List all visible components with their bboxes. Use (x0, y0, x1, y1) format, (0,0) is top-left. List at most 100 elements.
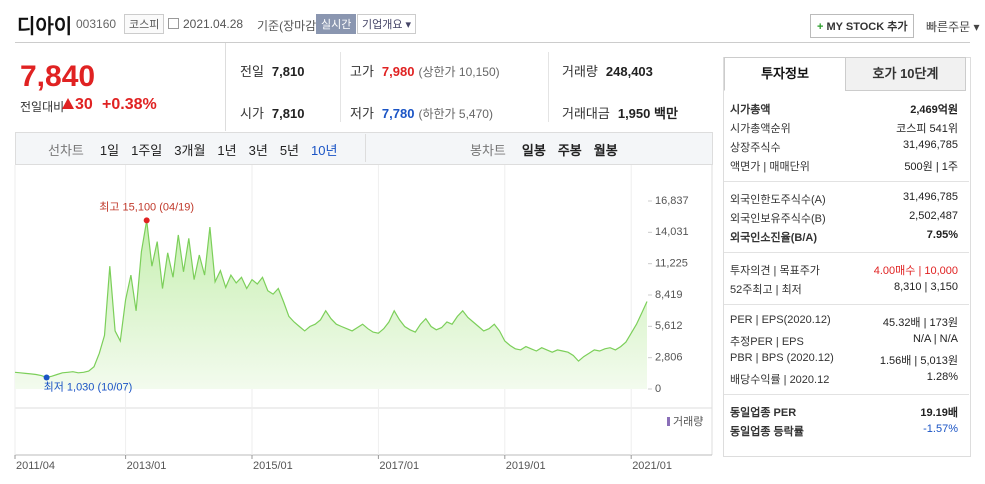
y-tick-label: 11,225 (655, 258, 688, 270)
quote-cell: 전일 7,810 (240, 61, 304, 80)
quick-order-label: 빠른주문 (926, 20, 971, 34)
info-value: 4.00매수 | 10,000 (873, 265, 958, 277)
info-row: 외국인소진율(B/A) 7.95% (730, 229, 958, 248)
info-value: 45.32배 | 173원 (882, 317, 958, 329)
info-row: PER | EPS(2020.12) 45.32배 | 173원 (730, 314, 958, 333)
divider (15, 42, 970, 43)
tab[interactable]: 1년 (217, 143, 237, 158)
low-marker (43, 374, 50, 381)
divider (724, 252, 969, 253)
info-row: 추정PER | EPS N/A | N/A (730, 333, 958, 352)
change: 30 (75, 96, 93, 113)
info-label: PBR | BPS (2020.12) (730, 352, 834, 364)
divider (724, 394, 969, 395)
overview-dropdown[interactable]: 기업개요 ▾ (357, 14, 417, 34)
realtime-button[interactable]: 실시간 (316, 14, 357, 34)
chart-tabs (15, 132, 713, 165)
tab[interactable]: 3개월 (174, 143, 206, 158)
high-marker (143, 217, 150, 224)
stock-name: 디아이 (17, 16, 73, 38)
info-row: 투자의견 | 목표주가 4.00매수 | 10,000 (730, 262, 958, 281)
info-row: 시가총액 2,469억원 (730, 101, 958, 120)
quote-value: 1,950 백만 (617, 106, 678, 121)
y-tick-label: 16,837 (655, 195, 689, 207)
quote-basis: 기준(장마감) (257, 19, 321, 33)
divider (724, 181, 969, 182)
info-row: 외국인한도주식수(A) 31,496,785 (730, 191, 958, 210)
price-chart: 거래량 2011/04 2013/01 2015/01 2017/01 2019/01 2… (14, 165, 713, 472)
tab-group-label: 봉차트 (470, 143, 506, 158)
divider (724, 304, 969, 305)
info-value: 2,502,487 (909, 210, 958, 222)
info-value: 19.19배 (920, 407, 958, 419)
info-label: 동일업종 PER (730, 407, 797, 419)
y-tick-label: 2,806 (655, 352, 683, 364)
quote-date: 2021.04.28 (183, 17, 244, 31)
y-tick-label: 14,031 (655, 226, 689, 238)
change-percent: +0.38% (102, 96, 157, 113)
line-chart-tabs: 선차트 1일 1주일 3개월 1년 3년 5년 10년 (48, 140, 337, 159)
quote-value: 7,810 (271, 64, 305, 79)
panel-tab[interactable]: 투자정보 (724, 57, 846, 91)
tab[interactable]: 3년 (248, 143, 268, 158)
info-row: 동일업종 등락률 -1.57% (730, 423, 958, 442)
quote-value: 248,403 (605, 64, 653, 79)
quote-label: 저가 (350, 106, 374, 121)
mystock-button[interactable]: + MY STOCK 추가 (810, 14, 915, 38)
quote-cell: 시가 7,810 (240, 103, 304, 122)
info-label: 동일업종 등락률 (730, 426, 804, 438)
volume-legend-swatch (667, 417, 670, 426)
divider (340, 52, 341, 122)
quote-note: (하한가 5,470) (418, 107, 493, 121)
x-tick-label: 2021/01 (632, 460, 672, 472)
info-row: 배당수익률 | 2020.12 1.28% (730, 371, 958, 390)
tab[interactable]: 10년 (311, 143, 338, 158)
quote-cell: 거래량 248,403 (562, 61, 653, 80)
info-value: 7.95% (926, 229, 958, 241)
info-label: 추정PER | EPS (730, 336, 804, 348)
quote-label: 고가 (350, 64, 374, 79)
info-row: 외국인보유주식수(B) 2,502,487 (730, 210, 958, 229)
info-row: PBR | BPS (2020.12) 1.56배 | 5,013원 (730, 352, 958, 371)
quick-order[interactable]: 빠른주문 ▾ (926, 20, 980, 34)
tab[interactable]: 1주일 (131, 143, 163, 158)
calendar-icon (168, 18, 179, 29)
info-label: 투자의견 | 목표주가 (730, 265, 820, 277)
up-arrow (62, 98, 74, 109)
panel-tab[interactable]: 호가 10단계 (845, 57, 966, 91)
mystock-label: MY STOCK 추가 (826, 21, 908, 33)
y-tick-label: 8,419 (655, 289, 683, 301)
info-label: 액면가 | 매매단위 (730, 161, 810, 173)
info-row: 시가총액순위 코스피 541위 (730, 120, 958, 139)
x-tick-label: 2013/01 (127, 460, 167, 472)
quote-cell: 저가 7,780 (하한가 5,470) (350, 103, 493, 122)
change-label: 전일대비 (20, 100, 65, 114)
x-tick-label: 2017/01 (379, 460, 419, 472)
info-value: 31,496,785 (902, 191, 958, 203)
tab[interactable]: 1일 (99, 143, 120, 158)
info-row: 상장주식수 31,496,785 (730, 139, 958, 158)
info-label: 배당수익률 | 2020.12 (730, 374, 830, 386)
info-value: 8,310 | 3,150 (893, 281, 958, 293)
candle-chart-tabs: 봉차트 일봉 주봉 월봉 (470, 140, 618, 159)
market-badge: 코스피 (124, 14, 165, 34)
x-tick-label: 2015/01 (253, 460, 293, 472)
info-value: 1.28% (926, 371, 958, 383)
quote-cell: 거래대금 1,950 백만 (562, 103, 678, 122)
info-row: 동일업종 PER 19.19배 (730, 404, 958, 423)
high-annotation: 최고 15,100 (04/19) (99, 200, 194, 213)
overview-label: 기업개요 (362, 19, 403, 31)
info-row: 52주최고 | 최저 8,310 | 3,150 (730, 281, 958, 300)
y-tick-label: 0 (655, 383, 661, 395)
quote-value: 7,810 (271, 106, 305, 121)
volume-legend: 거래량 (673, 415, 703, 428)
tab[interactable]: 일봉 (521, 143, 546, 158)
tab[interactable]: 주봉 (557, 143, 582, 158)
tab[interactable]: 월봉 (593, 143, 618, 158)
info-value: -1.57% (923, 423, 958, 435)
quote-label: 시가 (240, 106, 264, 121)
divider (548, 52, 549, 122)
x-tick-label: 2019/01 (506, 460, 546, 472)
tab[interactable]: 5년 (279, 143, 300, 158)
